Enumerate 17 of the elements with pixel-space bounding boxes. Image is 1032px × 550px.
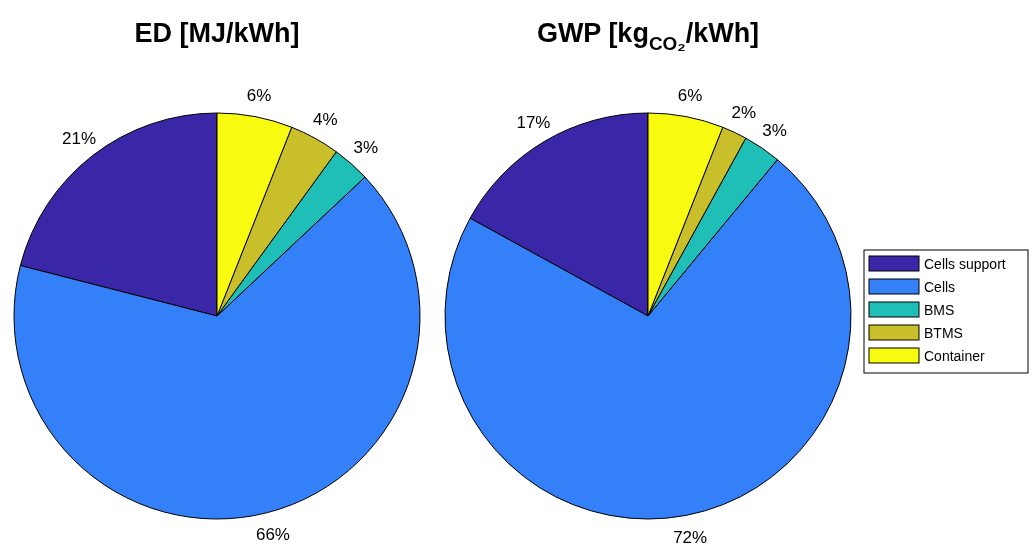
- legend-label: Cells support: [924, 255, 1006, 272]
- legend-label: Cells: [924, 278, 956, 295]
- chart-title: ED [MJ/kWh]: [134, 18, 300, 48]
- legend-label: BMS: [924, 301, 955, 318]
- data-label: 3%: [353, 138, 379, 158]
- data-label: 3%: [762, 120, 787, 140]
- data-label: 6%: [246, 85, 272, 105]
- data-label: 72%: [673, 527, 708, 547]
- data-label: 4%: [313, 109, 338, 129]
- legend-label: Container: [924, 347, 986, 364]
- data-label: 17%: [516, 113, 551, 133]
- data-label: 6%: [677, 85, 703, 105]
- legend-label: BTMS: [924, 324, 963, 341]
- chart-title: GWP [kg$_{CO₂}$/kWh]: [536, 18, 760, 54]
- data-label: 21%: [62, 129, 97, 149]
- data-label: 2%: [731, 103, 757, 123]
- data-label: 66%: [255, 524, 290, 544]
